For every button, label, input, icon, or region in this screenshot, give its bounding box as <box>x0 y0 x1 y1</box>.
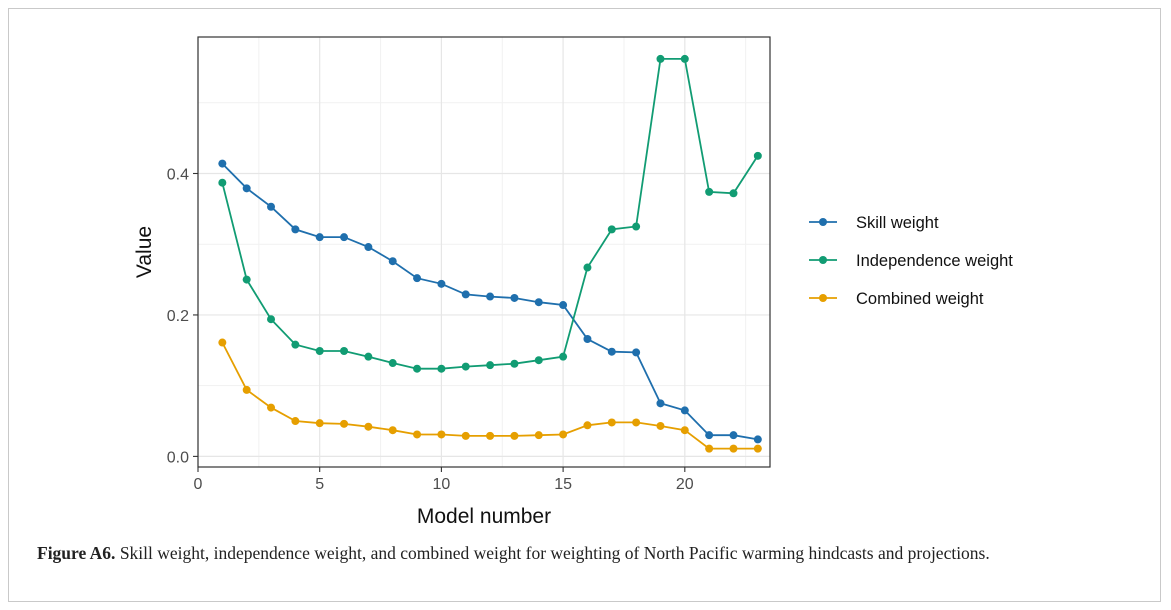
y-tick-label: 0.4 <box>167 166 189 183</box>
data-point <box>510 359 519 368</box>
data-point <box>267 202 276 211</box>
data-point <box>486 431 495 440</box>
data-point <box>656 421 665 430</box>
data-point <box>607 225 616 234</box>
axes: 0 5 10 15 20 0.0 0.2 0.4 <box>167 166 694 493</box>
x-tick-label: 20 <box>676 476 694 493</box>
data-point <box>607 418 616 427</box>
data-point <box>437 364 446 373</box>
x-tick-label: 15 <box>554 476 572 493</box>
data-point <box>583 421 592 430</box>
data-point <box>242 184 251 193</box>
data-point <box>291 225 300 234</box>
data-point <box>607 347 616 356</box>
data-point <box>461 431 470 440</box>
data-point <box>267 315 276 324</box>
legend-label: Combined weight <box>856 290 984 308</box>
x-axis-title: Model number <box>417 505 551 528</box>
data-point <box>680 54 689 63</box>
data-point <box>413 364 422 373</box>
data-point <box>534 356 543 365</box>
legend-key-point <box>819 218 827 226</box>
data-point <box>534 431 543 440</box>
data-point <box>729 431 738 440</box>
data-point <box>729 444 738 453</box>
data-point <box>632 348 641 357</box>
x-tick-label: 0 <box>194 476 203 493</box>
data-point <box>315 347 324 356</box>
y-axis-title: Value <box>133 226 156 278</box>
plot-border <box>197 36 771 468</box>
data-point <box>242 275 251 284</box>
legend-label: Independence weight <box>856 252 1013 270</box>
data-point <box>753 444 762 453</box>
data-point <box>680 426 689 435</box>
data-point <box>534 298 543 307</box>
data-point <box>461 362 470 371</box>
data-point <box>559 430 568 439</box>
data-point <box>510 431 519 440</box>
x-tick-label: 5 <box>315 476 324 493</box>
series-layer <box>218 54 762 453</box>
data-point <box>315 419 324 428</box>
data-point <box>388 426 397 435</box>
data-point <box>753 151 762 160</box>
data-point <box>486 292 495 301</box>
y-tick-label: 0.0 <box>167 449 189 466</box>
plot-panel <box>198 37 770 467</box>
data-point <box>388 257 397 266</box>
legend: Skill weight Independence weight Combined … <box>809 214 1013 308</box>
data-point <box>680 406 689 415</box>
data-point <box>364 352 373 361</box>
data-point <box>242 385 251 394</box>
legend-key-point <box>819 256 827 264</box>
data-point <box>632 222 641 231</box>
data-point <box>559 352 568 361</box>
x-tick-label: 10 <box>433 476 451 493</box>
data-point <box>340 347 349 356</box>
y-tick-label: 0.2 <box>167 308 189 325</box>
data-point <box>218 338 227 347</box>
data-point <box>656 54 665 63</box>
data-point <box>364 422 373 431</box>
line-chart: 0 5 10 15 20 0.0 0.2 0.4 Model number Value Ski… <box>133 36 1013 528</box>
data-point <box>413 430 422 439</box>
data-point <box>753 435 762 444</box>
data-point <box>267 403 276 412</box>
data-point <box>291 340 300 349</box>
data-point <box>486 361 495 370</box>
data-point <box>218 159 227 168</box>
data-point <box>437 430 446 439</box>
legend-label: Skill weight <box>856 214 939 232</box>
data-point <box>291 417 300 426</box>
data-point <box>340 233 349 242</box>
data-point <box>583 263 592 272</box>
data-point <box>632 418 641 427</box>
data-point <box>705 187 714 196</box>
data-point <box>559 301 568 310</box>
data-point <box>461 290 470 299</box>
data-point <box>656 399 665 408</box>
data-point <box>510 293 519 302</box>
data-point <box>437 279 446 288</box>
data-point <box>705 444 714 453</box>
data-point <box>413 274 422 283</box>
legend-key-point <box>819 294 827 302</box>
data-point <box>340 419 349 428</box>
caption-label: Figure A6. <box>37 543 116 563</box>
data-point <box>705 431 714 440</box>
data-point <box>388 359 397 368</box>
figure-caption: Figure A6. Skill weight, independence we… <box>37 542 1117 565</box>
data-point <box>315 233 324 242</box>
data-point <box>364 243 373 252</box>
data-point <box>583 334 592 343</box>
data-point <box>729 189 738 198</box>
data-point <box>218 178 227 187</box>
caption-text: Skill weight, independence weight, and c… <box>115 543 990 563</box>
